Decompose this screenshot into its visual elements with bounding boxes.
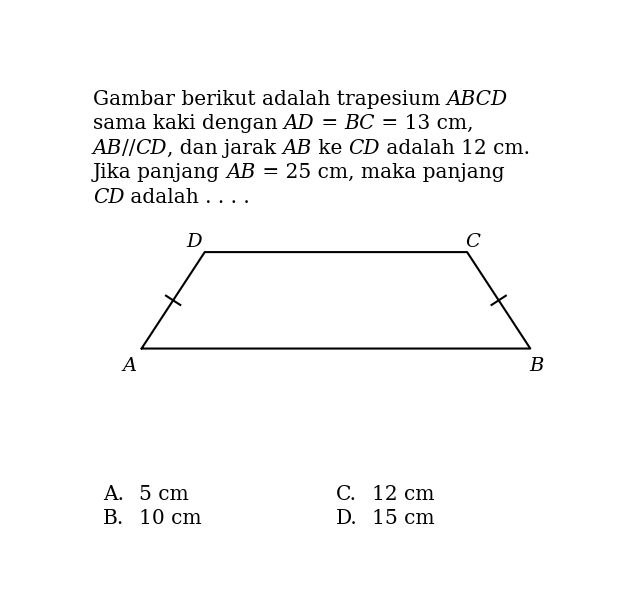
Text: =: =	[315, 114, 344, 133]
Text: CD: CD	[93, 188, 124, 207]
Text: ke: ke	[312, 139, 349, 158]
Text: BC: BC	[344, 114, 375, 133]
Text: 5 cm: 5 cm	[139, 485, 189, 504]
Text: AB: AB	[283, 139, 312, 158]
Text: Jika panjang: Jika panjang	[93, 163, 226, 182]
Text: AD: AD	[284, 114, 315, 133]
Text: A: A	[122, 357, 137, 375]
Text: B.: B.	[103, 510, 124, 529]
Text: 10 cm: 10 cm	[139, 510, 202, 529]
Text: CD: CD	[349, 139, 380, 158]
Text: 15 cm: 15 cm	[372, 510, 435, 529]
Text: 12 cm: 12 cm	[372, 485, 435, 504]
Text: sama kaki dengan: sama kaki dengan	[93, 114, 284, 133]
Text: , dan jarak: , dan jarak	[167, 139, 283, 158]
Text: //: //	[122, 139, 135, 158]
Text: Gambar berikut adalah trapesium: Gambar berikut adalah trapesium	[93, 90, 446, 109]
Text: B: B	[529, 357, 544, 375]
Text: D.: D.	[336, 510, 357, 529]
Text: D: D	[186, 233, 202, 251]
Text: ABCD: ABCD	[446, 90, 508, 109]
Text: C: C	[465, 233, 480, 251]
Text: = 25 cm, maka panjang: = 25 cm, maka panjang	[256, 163, 504, 182]
Text: AB: AB	[93, 139, 122, 158]
Text: C.: C.	[336, 485, 357, 504]
Text: adalah 12 cm.: adalah 12 cm.	[380, 139, 530, 158]
Text: A.: A.	[103, 485, 124, 504]
Text: = 13 cm,: = 13 cm,	[375, 114, 473, 133]
Text: adalah . . . .: adalah . . . .	[124, 188, 250, 207]
Text: AB: AB	[226, 163, 256, 182]
Text: CD: CD	[135, 139, 167, 158]
